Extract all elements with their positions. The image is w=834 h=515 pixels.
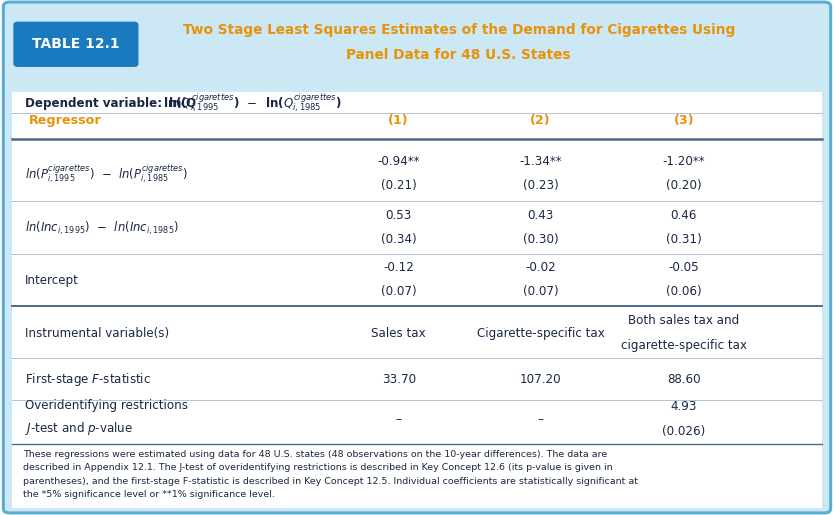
Text: Regressor: Regressor [29, 114, 102, 127]
Text: $\it{J}$-test and $\it{p}$-value: $\it{J}$-test and $\it{p}$-value [25, 420, 133, 438]
Text: TABLE 12.1: TABLE 12.1 [32, 37, 120, 52]
Text: the *5% significance level or **1% significance level.: the *5% significance level or **1% signi… [23, 490, 275, 499]
Text: –: – [537, 413, 544, 426]
Text: Instrumental variable(s): Instrumental variable(s) [25, 327, 169, 340]
Text: Sales tax: Sales tax [371, 327, 426, 340]
Text: -1.34**: -1.34** [519, 154, 562, 168]
Text: 0.43: 0.43 [527, 209, 554, 222]
Text: Two Stage Least Squares Estimates of the Demand for Cigarettes Using: Two Stage Least Squares Estimates of the… [183, 23, 735, 37]
Text: parentheses), and the first-stage F-statistic is described in Key Concept 12.5. : parentheses), and the first-stage F-stat… [23, 476, 638, 486]
Text: $ln$($P_{i,1995}^{cigarettes}$)  $-$  $ln$($P_{i,1985}^{cigarettes}$): $ln$($P_{i,1995}^{cigarettes}$) $-$ $ln$… [25, 163, 188, 185]
Text: 0.53: 0.53 [385, 209, 412, 222]
Text: (1): (1) [389, 114, 409, 127]
Text: (0.20): (0.20) [666, 179, 701, 192]
Text: Dependent variable:: Dependent variable: [25, 96, 166, 110]
Text: Both sales tax and: Both sales tax and [628, 314, 740, 328]
Text: cigarette-specific tax: cigarette-specific tax [620, 338, 747, 352]
FancyBboxPatch shape [13, 22, 138, 67]
Text: (0.06): (0.06) [666, 285, 701, 298]
Text: (0.31): (0.31) [666, 233, 701, 247]
Text: $\mathbf{ln(Q}$: $\mathbf{ln(Q}$ [168, 95, 198, 111]
Text: (0.30): (0.30) [523, 233, 558, 247]
Text: 0.46: 0.46 [671, 209, 697, 222]
Text: -0.12: -0.12 [383, 261, 414, 274]
Text: (0.026): (0.026) [662, 424, 706, 438]
Bar [12, 92, 822, 508]
Text: 107.20: 107.20 [520, 372, 561, 386]
Text: –: – [395, 413, 402, 426]
Text: 88.60: 88.60 [667, 372, 701, 386]
Text: These regressions were estimated using data for 48 U.S. states (48 observations : These regressions were estimated using d… [23, 450, 608, 459]
Text: $\bf{ln}$($Q_{i,1995}^{cigarettes}$)  $-$  $\bf{ln}$($Q_{i,1985}^{cigarettes}$): $\bf{ln}$($Q_{i,1995}^{cigarettes}$) $-$… [163, 92, 341, 114]
Text: (0.07): (0.07) [381, 285, 416, 298]
Text: (0.34): (0.34) [381, 233, 416, 247]
Text: (0.23): (0.23) [523, 179, 558, 192]
Text: (3): (3) [674, 114, 694, 127]
Text: First-stage $\it{F}$-statistic: First-stage $\it{F}$-statistic [25, 370, 151, 388]
Text: 4.93: 4.93 [671, 400, 697, 414]
Text: 33.70: 33.70 [382, 372, 415, 386]
Text: described in Appendix 12.1. The J-test of overidentifying restrictions is descri: described in Appendix 12.1. The J-test o… [23, 463, 613, 472]
Text: -0.02: -0.02 [525, 261, 555, 274]
Text: Panel Data for 48 U.S. States: Panel Data for 48 U.S. States [346, 48, 571, 62]
FancyBboxPatch shape [3, 2, 831, 513]
Text: (0.07): (0.07) [523, 285, 558, 298]
Text: (0.21): (0.21) [381, 179, 416, 192]
Text: Overidentifying restrictions: Overidentifying restrictions [25, 399, 188, 413]
Text: -0.05: -0.05 [669, 261, 699, 274]
Text: Intercept: Intercept [25, 273, 79, 287]
Text: $ln$($\mathit{Inc}_{i,1995}$)  $-$  $ln$($\mathit{Inc}_{i,1985}$): $ln$($\mathit{Inc}_{i,1995}$) $-$ $ln$($… [25, 220, 179, 237]
Text: -1.20**: -1.20** [662, 154, 706, 168]
Text: (2): (2) [530, 114, 550, 127]
Text: -0.94**: -0.94** [378, 154, 420, 168]
Text: Cigarette-specific tax: Cigarette-specific tax [476, 327, 605, 340]
